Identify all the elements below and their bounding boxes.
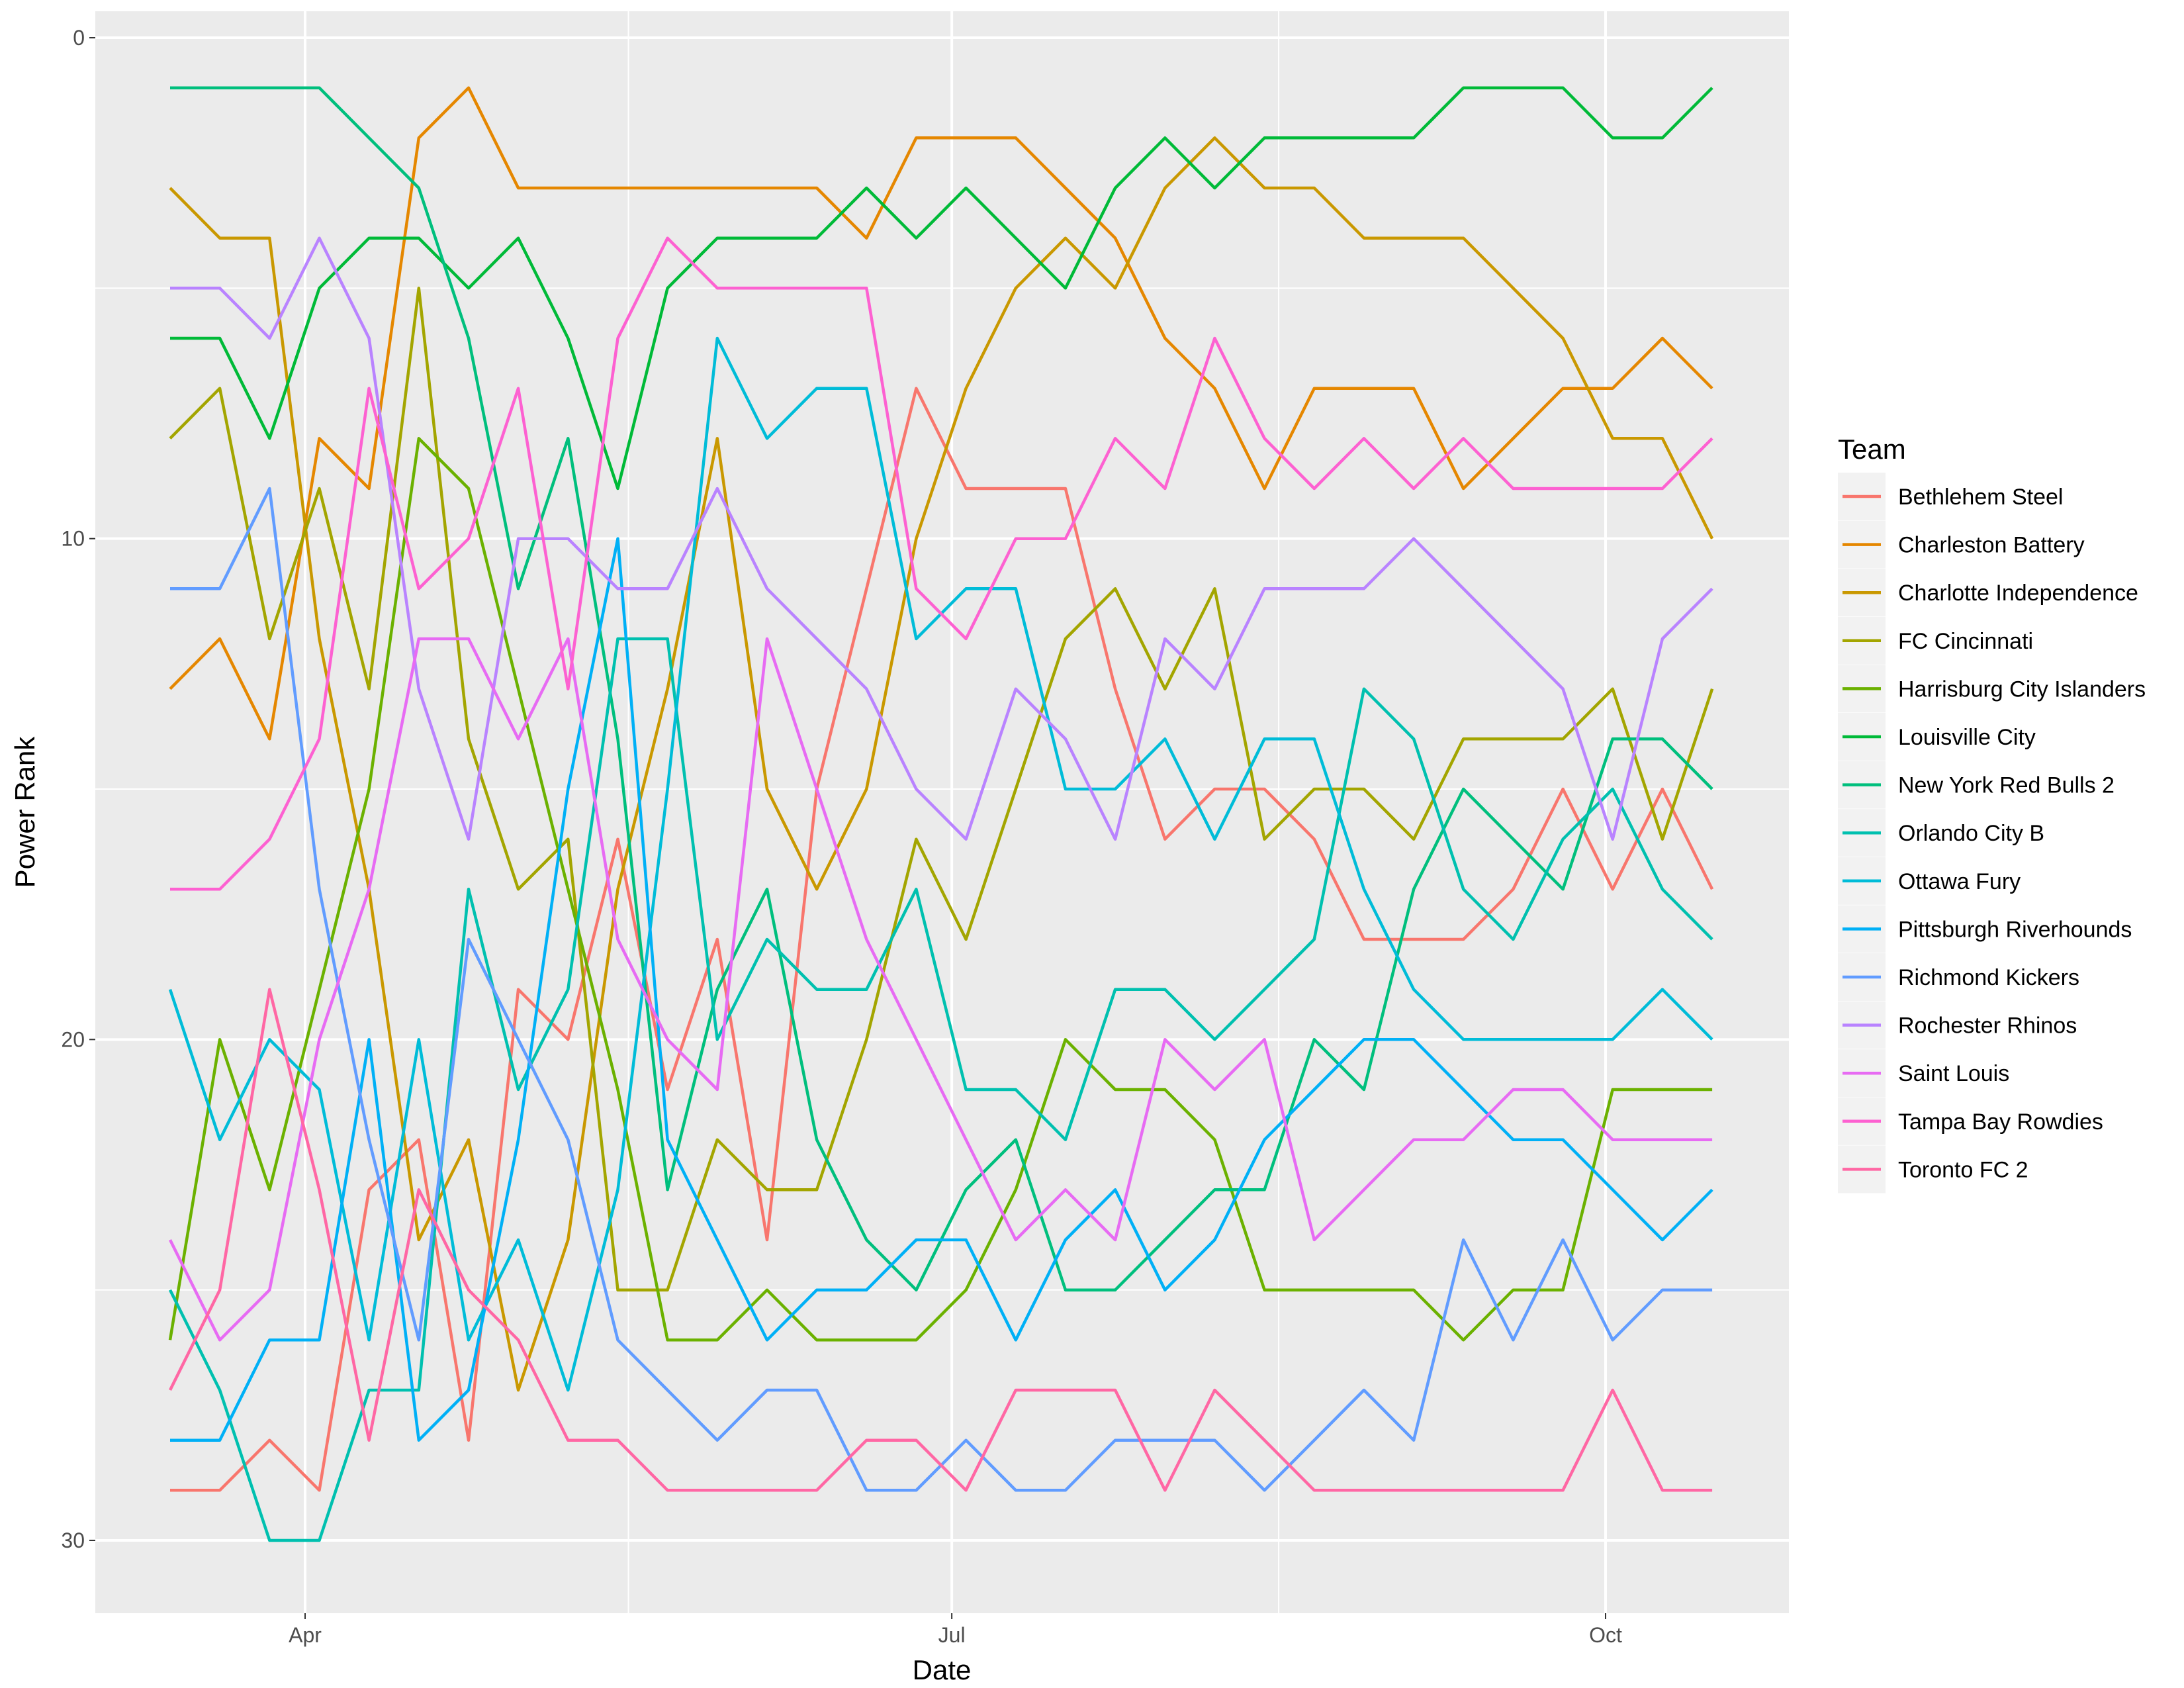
series-line-rochester-rhinos [170, 236, 1713, 841]
legend-label: Louisville City [1898, 725, 2036, 750]
legend-label: Pittsburgh Riverhounds [1898, 917, 2132, 942]
legend-label: New York Red Bulls 2 [1898, 773, 2115, 798]
x-tick-label: Oct [1589, 1623, 1622, 1647]
legend-label: Tampa Bay Rowdies [1898, 1109, 2103, 1135]
legend-label: FC Cincinnati [1898, 629, 2033, 654]
y-axis-title: Power Rank [9, 736, 40, 888]
series-line-louisville-city [170, 86, 1713, 491]
legend-label: Charleston Battery [1898, 533, 2085, 558]
legend-label: Richmond Kickers [1898, 965, 2079, 990]
y-tick-label: 0 [73, 26, 85, 50]
series-line-bethlehem-steel [170, 387, 1714, 1492]
series-line-tampa-bay-rowdies [170, 236, 1713, 891]
legend-label: Bethlehem Steel [1898, 485, 2064, 510]
plot-panel [95, 11, 1789, 1613]
legend-title: Team [1838, 434, 1906, 465]
series-line-orlando-city-b [168, 637, 1713, 1542]
y-tick-label: 20 [61, 1027, 85, 1051]
legend: Team Bethlehem Steel Charleston Battery Ch… [1838, 434, 2146, 1194]
y-tick-label: 10 [61, 527, 85, 551]
legend-label: Rochester Rhinos [1898, 1013, 2077, 1039]
y-axis: 0 10 20 30 [61, 26, 95, 1552]
legend-label: Harrisburg City Islanders [1898, 677, 2146, 702]
x-tick-label: Apr [289, 1623, 322, 1647]
legend-label: Charlotte Independence [1898, 581, 2138, 606]
y-tick-label: 30 [61, 1528, 85, 1552]
series-line-toronto-fc-2 [168, 988, 1713, 1492]
x-axis-title: Date [913, 1654, 972, 1685]
series-lines [168, 86, 1714, 1542]
series-line-pittsburgh-riverhounds [170, 537, 1713, 1442]
series-line-fc-cincinnati [169, 287, 1714, 1291]
x-axis: Apr Jul Oct [289, 1613, 1622, 1647]
legend-label: Saint Louis [1898, 1061, 2009, 1086]
legend-label: Ottawa Fury [1898, 869, 2021, 894]
series-line-harrisburg-city-islanders [168, 437, 1713, 1342]
legend-label: Toronto FC 2 [1898, 1157, 2028, 1182]
series-line-charlotte-independence [169, 136, 1714, 1392]
series-line-saint-louis [168, 637, 1713, 1342]
legend-label: Orlando City B [1898, 821, 2044, 846]
series-line-charleston-battery [169, 86, 1713, 741]
x-tick-label: Jul [938, 1623, 966, 1647]
